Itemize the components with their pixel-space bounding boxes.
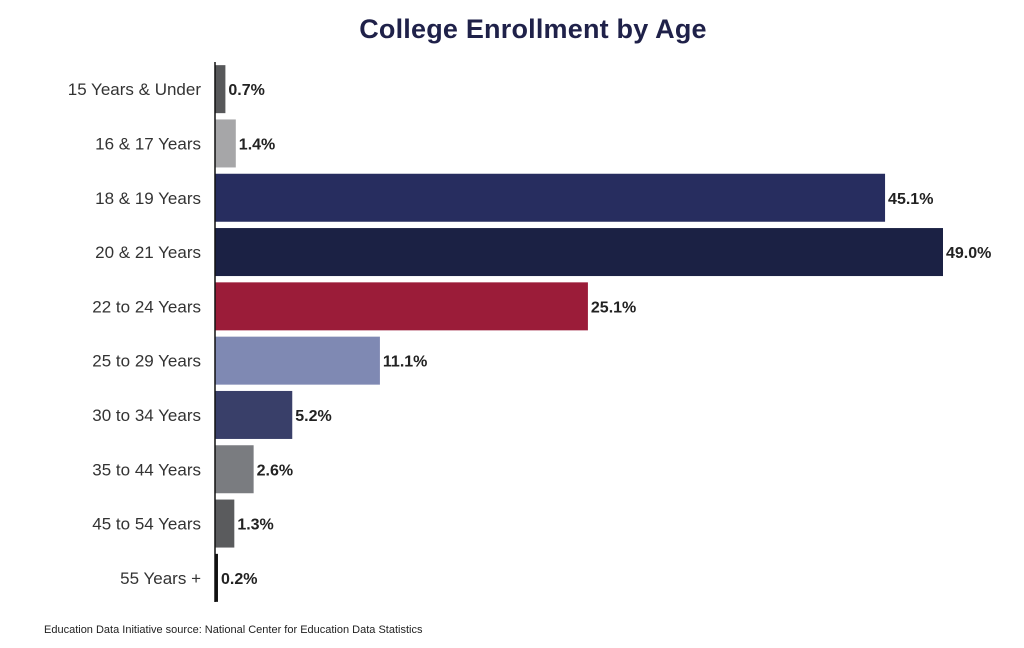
bar-25-to-29-years	[215, 336, 380, 385]
chart-title: College Enrollment by Age	[359, 14, 707, 44]
category-label: 20 & 21 Years	[95, 243, 201, 262]
category-label: 25 to 29 Years	[92, 352, 201, 371]
category-label: 18 & 19 Years	[95, 189, 201, 208]
data-label: 45.1%	[888, 191, 933, 208]
category-label: 15 Years & Under	[68, 80, 202, 99]
bar-22-to-24-years	[215, 282, 588, 331]
bar-20-21-years	[215, 228, 943, 277]
data-label: 1.3%	[237, 517, 273, 534]
bar-15-years-under	[215, 65, 226, 114]
bar-55-years	[215, 553, 218, 602]
category-label: 45 to 54 Years	[92, 515, 201, 534]
category-label: 30 to 34 Years	[92, 406, 201, 425]
bars-layer	[215, 65, 943, 602]
category-label: 35 to 44 Years	[92, 460, 201, 479]
bar-45-to-54-years	[215, 499, 235, 548]
data-label: 5.2%	[295, 408, 331, 425]
bar-30-to-34-years	[215, 390, 293, 439]
source-note: Education Data Initiative source: Nation…	[44, 624, 423, 636]
bar-18-19-years	[215, 173, 886, 222]
data-label: 2.6%	[257, 462, 293, 479]
category-label: 55 Years +	[120, 569, 201, 588]
data-label: 25.1%	[591, 299, 636, 316]
data-label: 1.4%	[239, 136, 275, 153]
category-label: 16 & 17 Years	[95, 134, 201, 153]
data-label: 11.1%	[383, 354, 427, 371]
data-label: 0.7%	[228, 82, 264, 99]
category-label: 22 to 24 Years	[92, 297, 201, 316]
labels-layer: 15 Years & Under 0.7% 16 & 17 Years 1.4% 18 …	[68, 80, 992, 588]
data-label: 0.2%	[221, 571, 257, 588]
data-label: 49.0%	[946, 245, 991, 262]
bar-16-17-years	[215, 119, 236, 168]
bar-35-to-44-years	[215, 445, 254, 494]
